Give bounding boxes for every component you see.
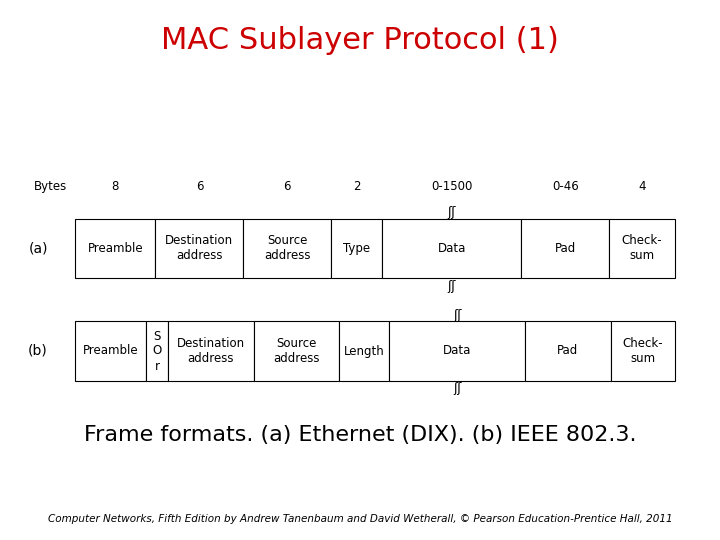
Text: S
O
r: S O r bbox=[153, 329, 162, 373]
Bar bbox=[75, 219, 156, 278]
Text: Frame formats. (a) Ethernet (DIX). (b) IEEE 802.3.: Frame formats. (a) Ethernet (DIX). (b) I… bbox=[84, 424, 636, 445]
Text: Destination
address: Destination address bbox=[176, 337, 245, 365]
Text: 2: 2 bbox=[353, 180, 361, 193]
Text: 0-1500: 0-1500 bbox=[431, 180, 472, 193]
Text: Check-
sum: Check- sum bbox=[623, 337, 663, 365]
Bar bbox=[521, 219, 609, 278]
Text: Type: Type bbox=[343, 242, 370, 255]
Bar bbox=[156, 219, 243, 278]
Text: Computer Networks, Fifth Edition by Andrew Tanenbaum and David Wetherall, © Pear: Computer Networks, Fifth Edition by Andr… bbox=[48, 515, 672, 524]
Text: ʃʃ: ʃʃ bbox=[448, 206, 456, 219]
Text: MAC Sublayer Protocol (1): MAC Sublayer Protocol (1) bbox=[161, 26, 559, 55]
Text: (b): (b) bbox=[28, 344, 48, 358]
Text: Bytes: Bytes bbox=[34, 180, 67, 193]
Text: Source
address: Source address bbox=[273, 337, 320, 365]
Text: ʃʃ: ʃʃ bbox=[448, 280, 456, 293]
Bar bbox=[611, 321, 675, 381]
Bar bbox=[525, 321, 611, 381]
Text: Preamble: Preamble bbox=[87, 242, 143, 255]
Bar bbox=[390, 321, 525, 381]
Text: Data: Data bbox=[443, 345, 472, 357]
Text: Data: Data bbox=[438, 242, 466, 255]
Bar bbox=[146, 321, 168, 381]
Text: Preamble: Preamble bbox=[83, 345, 138, 357]
Bar bbox=[331, 219, 382, 278]
Text: ʃʃ: ʃʃ bbox=[453, 382, 462, 395]
Bar bbox=[75, 321, 146, 381]
Text: Check-
sum: Check- sum bbox=[622, 234, 662, 262]
Bar bbox=[243, 219, 331, 278]
Bar bbox=[382, 219, 521, 278]
Text: 6: 6 bbox=[284, 180, 291, 193]
Text: Source
address: Source address bbox=[264, 234, 310, 262]
Text: Destination
address: Destination address bbox=[166, 234, 233, 262]
Text: Pad: Pad bbox=[557, 345, 578, 357]
Text: Length: Length bbox=[344, 345, 384, 357]
Text: 6: 6 bbox=[196, 180, 203, 193]
Text: (a): (a) bbox=[28, 241, 48, 255]
Text: Pad: Pad bbox=[554, 242, 576, 255]
Text: 4: 4 bbox=[639, 180, 646, 193]
Bar bbox=[339, 321, 390, 381]
Text: 8: 8 bbox=[112, 180, 119, 193]
Text: ʃʃ: ʃʃ bbox=[453, 309, 462, 322]
Bar bbox=[253, 321, 339, 381]
Bar bbox=[168, 321, 253, 381]
Bar bbox=[609, 219, 675, 278]
Text: 0-46: 0-46 bbox=[552, 180, 579, 193]
